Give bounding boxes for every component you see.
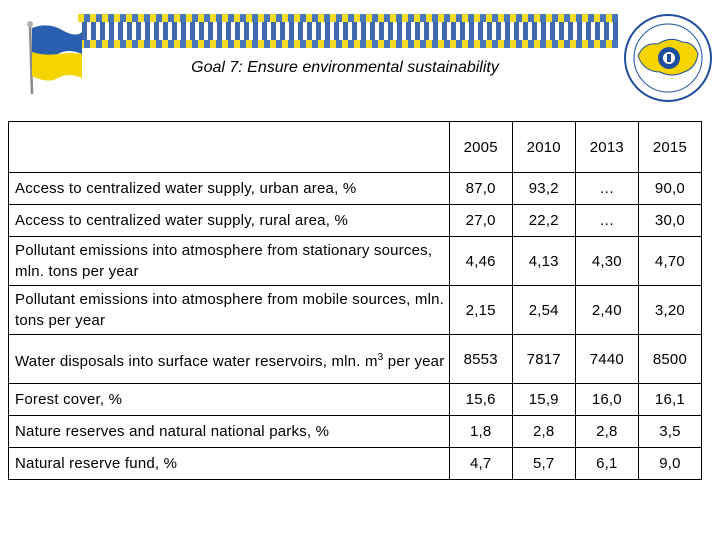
year-header: 2010 <box>511 121 576 173</box>
cell-value: 3,5 <box>637 415 703 448</box>
cell-value: 4,70 <box>637 236 703 286</box>
cell-value: 9,0 <box>637 447 703 480</box>
cell-value: 2,8 <box>574 415 639 448</box>
year-header: 2015 <box>637 121 703 173</box>
table-row: Nature reserves and natural national par… <box>8 415 703 448</box>
cell-value: 93,2 <box>511 172 576 205</box>
cell-value: 7817 <box>511 334 576 384</box>
table-row: Access to centralized water supply, urba… <box>8 172 703 205</box>
cell-value: 2,54 <box>511 285 576 335</box>
page-title-wrap: Goal 7: Ensure environmental sustainabil… <box>0 59 720 77</box>
cell-value: 16,0 <box>574 383 639 416</box>
cell-value: 4,30 <box>574 236 639 286</box>
cell-value: 2,15 <box>448 285 513 335</box>
row-label-superscript: 3 <box>377 351 384 363</box>
row-label: Access to centralized water supply, urba… <box>8 172 450 205</box>
row-label: Access to centralized water supply, rura… <box>8 204 450 237</box>
table-row: Forest cover, % 15,6 15,9 16,0 16,1 <box>8 383 703 416</box>
row-label: Pollutant emissions into atmosphere from… <box>8 285 450 335</box>
cell-value: 22,2 <box>511 204 576 237</box>
cell-value: 4,46 <box>448 236 513 286</box>
table-row: Water disposals into surface water reser… <box>8 334 703 384</box>
table-row: Access to centralized water supply, rura… <box>8 204 703 237</box>
year-header: 2013 <box>574 121 639 173</box>
cell-value: 5,7 <box>511 447 576 480</box>
year-header: 2005 <box>448 121 513 173</box>
row-label-tail: per year <box>387 352 445 370</box>
row-label: Nature reserves and natural national par… <box>8 415 450 448</box>
cell-value: 8500 <box>637 334 703 384</box>
cell-value: 2,40 <box>574 285 639 335</box>
cell-value: 90,0 <box>637 172 703 205</box>
row-label: Pollutant emissions into atmosphere from… <box>8 236 450 286</box>
row-label: Forest cover, % <box>8 383 450 416</box>
cell-value: 8553 <box>448 334 513 384</box>
cell-value: 1,8 <box>448 415 513 448</box>
cell-value: 15,6 <box>448 383 513 416</box>
cell-value: 27,0 <box>448 204 513 237</box>
cell-value: 2,8 <box>511 415 576 448</box>
decorative-banner-stripe <box>78 22 618 40</box>
cell-value: 7440 <box>574 334 639 384</box>
row-label: Water disposals into surface water reser… <box>8 334 450 384</box>
cell-value: … <box>574 204 639 237</box>
decorative-banner <box>78 14 618 48</box>
cell-value: 4,7 <box>448 447 513 480</box>
cell-value: 4,13 <box>511 236 576 286</box>
table-row: Pollutant emissions into atmosphere from… <box>8 236 703 286</box>
cell-value: 16,1 <box>637 383 703 416</box>
statistics-emblem-icon <box>622 12 714 104</box>
indicator-table: 2005 2010 2013 2015 Access to centralize… <box>8 121 703 480</box>
table-header-row: 2005 2010 2013 2015 <box>8 121 703 173</box>
table-header-blank <box>8 121 450 173</box>
row-label-main: Water disposals into surface water reser… <box>15 352 378 370</box>
cell-value: 6,1 <box>574 447 639 480</box>
ukraine-flag-icon <box>18 18 84 96</box>
table-row: Pollutant emissions into atmosphere from… <box>8 285 703 335</box>
row-label: Natural reserve fund, % <box>8 447 450 480</box>
cell-value: 3,20 <box>637 285 703 335</box>
cell-value: 30,0 <box>637 204 703 237</box>
page-title: Goal 7: Ensure environmental sustainabil… <box>191 59 499 76</box>
cell-value: 15,9 <box>511 383 576 416</box>
cell-value: 87,0 <box>448 172 513 205</box>
table-row: Natural reserve fund, % 4,7 5,7 6,1 9,0 <box>8 447 703 480</box>
cell-value: … <box>574 172 639 205</box>
